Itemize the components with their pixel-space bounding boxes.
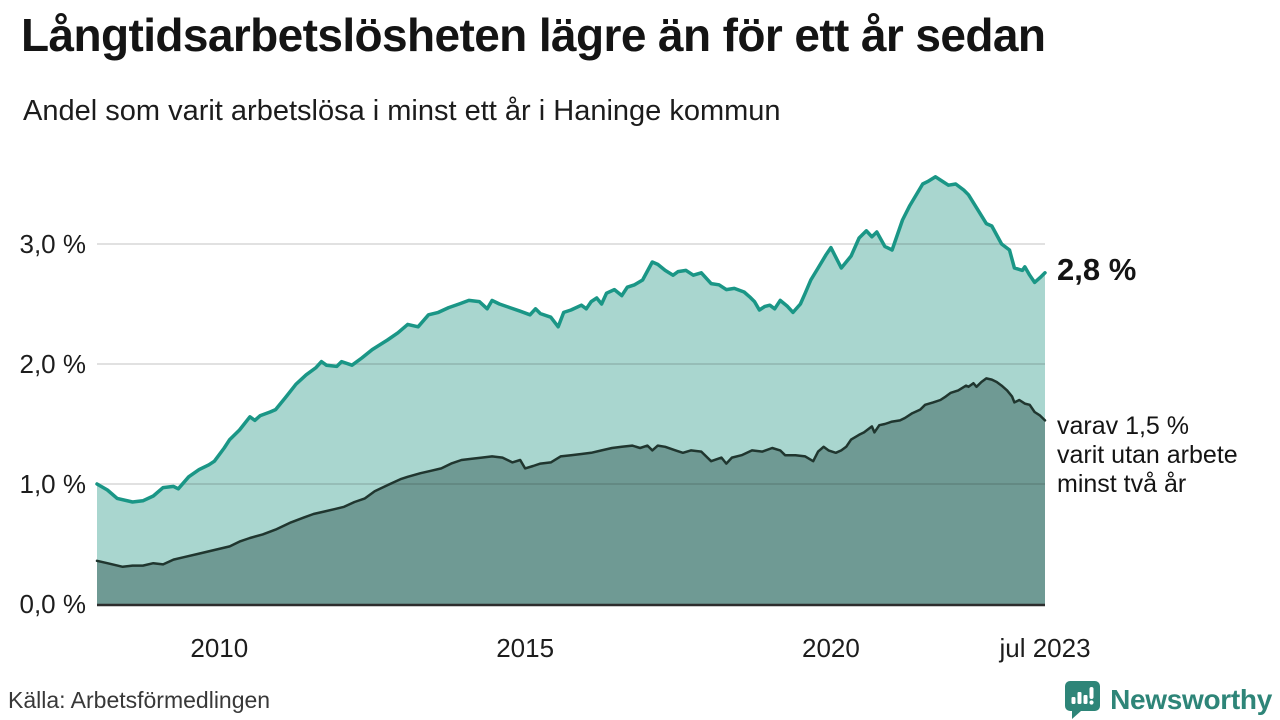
x-tick-label: 2015 (496, 633, 555, 663)
newsworthy-logo: Newsworthy (1064, 680, 1272, 719)
x-tick-label: 2020 (802, 633, 860, 663)
area-fill-unemployed_at_least_two_years (97, 378, 1045, 604)
y-tick-label: 0,0 % (19, 589, 87, 619)
line-unemployed_at_least_one_year (95, 175, 1047, 504)
y-tick-label: 1,0 % (19, 469, 87, 499)
chart-title: Långtidsarbetslösheten lägre än för ett … (21, 9, 1046, 61)
newsworthy-bubble-chart-icon (1065, 681, 1101, 719)
series-end-label-two-year: varav 1,5 % varit utan arbete minst två … (1057, 412, 1238, 499)
source-caption: Källa: Arbetsförmedlingen (8, 687, 271, 713)
y-tick-label: 3,0 % (19, 229, 87, 259)
x-tick-label: jul 2023 (999, 633, 1091, 663)
chart-subtitle: Andel som varit arbetslösa i minst ett å… (23, 95, 781, 127)
y-tick-label: 2,0 % (19, 349, 87, 379)
x-tick-label: 2010 (190, 633, 249, 663)
line-unemployed_at_least_two_years (95, 377, 1047, 569)
newsworthy-wordmark: Newsworthy (1110, 683, 1272, 715)
series-end-label-total: 2,8 % (1057, 251, 1137, 287)
